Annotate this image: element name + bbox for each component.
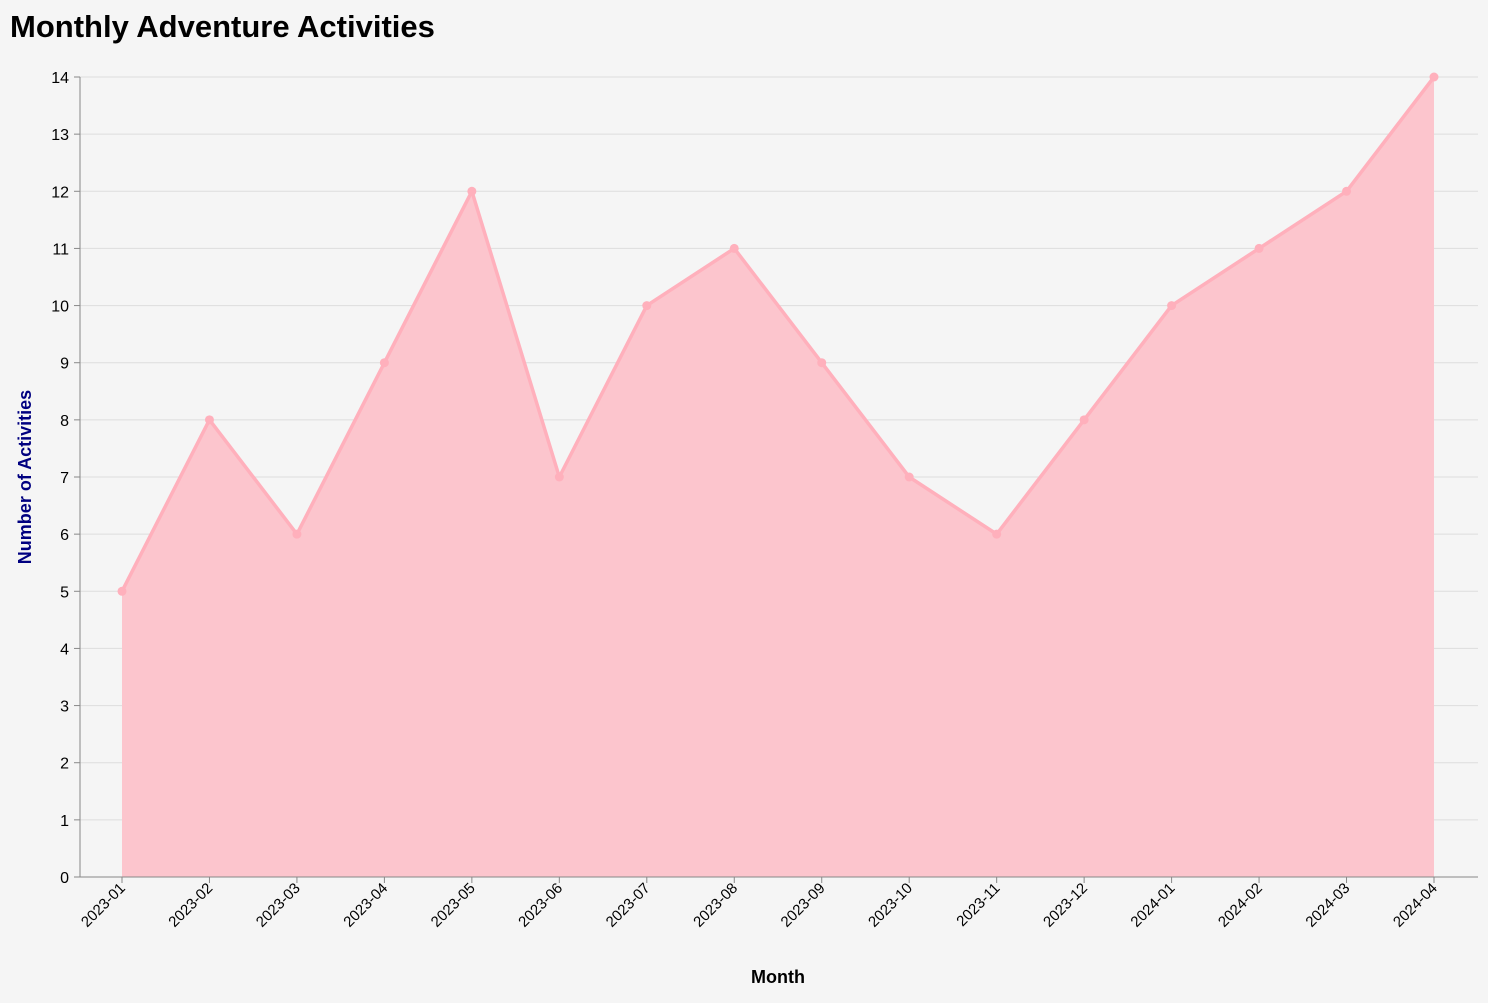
data-point-2023-09 xyxy=(817,358,827,368)
data-point-2023-11 xyxy=(992,529,1002,539)
y-tick-label-4: 4 xyxy=(60,641,69,658)
data-points xyxy=(117,72,1439,596)
y-tick-label-9: 9 xyxy=(60,356,69,373)
y-tick-label-11: 11 xyxy=(52,241,69,258)
chart-title: Monthly Adventure Activities xyxy=(10,9,435,44)
y-axis-label: Number of Activities xyxy=(15,390,35,564)
area-series xyxy=(120,75,1436,877)
x-tick-label-2023-04: 2023-04 xyxy=(340,880,391,931)
y-tick-label-6: 6 xyxy=(60,527,69,544)
data-point-2024-01 xyxy=(1167,301,1177,311)
x-tick-label-2023-12: 2023-12 xyxy=(1040,880,1091,931)
x-axis-label: Month xyxy=(751,967,805,987)
x-tick-label-2024-03: 2024-03 xyxy=(1302,880,1353,931)
series-line xyxy=(120,75,1436,593)
data-point-2023-07 xyxy=(642,301,652,311)
x-tick-label-2023-02: 2023-02 xyxy=(165,880,216,931)
x-tick-label-2023-01: 2023-01 xyxy=(78,880,129,931)
data-point-2023-01 xyxy=(117,586,127,596)
data-point-2024-02 xyxy=(1254,243,1264,253)
data-point-2023-10 xyxy=(904,472,914,482)
x-tick-label-2023-07: 2023-07 xyxy=(603,880,654,931)
x-tick-label-2023-10: 2023-10 xyxy=(865,880,916,931)
data-point-2023-05 xyxy=(467,186,477,196)
data-point-2023-02 xyxy=(204,415,214,425)
y-tick-label-8: 8 xyxy=(60,413,69,430)
x-tick-labels: 2023-01 2023-02 2023-03 2023-04 2023-05 2023-… xyxy=(78,880,1441,931)
y-tick-label-5: 5 xyxy=(60,584,69,601)
x-tick-label-2023-03: 2023-03 xyxy=(253,880,304,931)
data-point-2023-03 xyxy=(292,529,302,539)
x-tick-label-2023-06: 2023-06 xyxy=(515,880,566,931)
x-tick-label-2024-04: 2024-04 xyxy=(1390,880,1441,931)
y-tick-label-10: 10 xyxy=(51,299,69,316)
data-point-2023-04 xyxy=(379,358,389,368)
data-point-2023-12 xyxy=(1079,415,1089,425)
x-tick-label-2023-05: 2023-05 xyxy=(428,880,479,931)
data-point-2023-06 xyxy=(554,472,564,482)
y-tick-label-14: 14 xyxy=(51,70,69,87)
x-tick-label-2023-09: 2023-09 xyxy=(778,880,829,931)
y-tick-label-7: 7 xyxy=(60,470,69,487)
x-tick-label-2024-02: 2024-02 xyxy=(1215,880,1266,931)
data-point-2023-08 xyxy=(729,243,739,253)
y-tick-label-2: 2 xyxy=(60,756,69,773)
y-tick-label-1: 1 xyxy=(60,813,69,830)
x-tick-label-2024-01: 2024-01 xyxy=(1127,880,1178,931)
data-point-2024-04 xyxy=(1429,72,1439,82)
axes xyxy=(74,76,1478,883)
y-tick-label-13: 13 xyxy=(51,127,69,144)
y-tick-label-0: 0 xyxy=(60,870,69,887)
x-tick-label-2023-08: 2023-08 xyxy=(690,880,741,931)
y-tick-label-3: 3 xyxy=(60,699,69,716)
area-fill xyxy=(122,77,1434,877)
y-tick-label-12: 12 xyxy=(51,184,69,201)
data-point-2024-03 xyxy=(1342,186,1352,196)
x-tick-label-2023-11: 2023-11 xyxy=(953,880,1003,930)
